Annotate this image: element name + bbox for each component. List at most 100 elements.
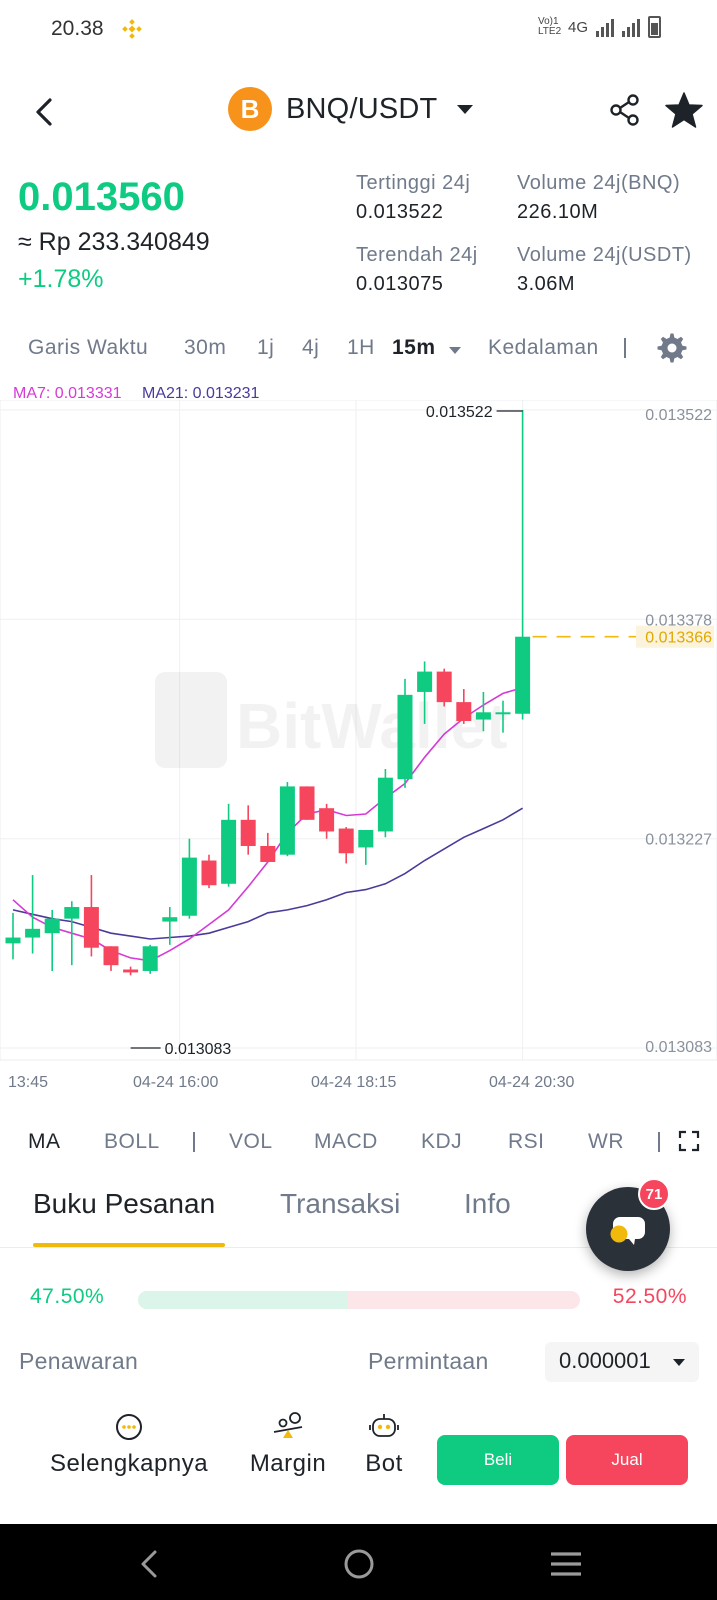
tab-30m[interactable]: 30m: [184, 336, 227, 359]
candle-body: [279, 786, 295, 855]
x-tick-label: 13:45: [8, 1074, 48, 1091]
candle-body: [25, 928, 41, 938]
caret-down-icon[interactable]: [449, 347, 461, 354]
gear-icon[interactable]: [656, 332, 688, 364]
candlestick-chart[interactable]: BitWallet 0.013522 0.013378 0.013227 0.0130…: [0, 400, 717, 1100]
bottom-actions: Selengkapnya Margin Bot Beli Jual: [0, 1410, 717, 1490]
ma21-label: MA21: 0.013231: [141, 385, 260, 402]
status-bar: 20.38 Vo)1 LTE2 4G: [0, 0, 717, 62]
divider: [658, 1132, 660, 1152]
pair-selector[interactable]: B BNQ/USDT: [228, 87, 474, 131]
stat-value: 0.013075: [356, 273, 444, 295]
favorite-star-icon[interactable]: [664, 90, 704, 130]
candle-body: [221, 819, 237, 884]
indicator-macd[interactable]: MACD: [314, 1130, 378, 1153]
sell-button[interactable]: Jual: [566, 1435, 688, 1485]
tab-4j[interactable]: 4j: [302, 336, 320, 359]
signal-icon: [596, 17, 614, 37]
binance-notification-icon: [122, 19, 142, 39]
candle-body: [162, 917, 178, 922]
candle-body: [103, 946, 119, 966]
bot-icon: [369, 1414, 399, 1437]
candle-body: [338, 828, 354, 854]
ma-legend: MA7: 0.013331 MA21: 0.013231: [13, 385, 259, 403]
indicator-kdj[interactable]: KDJ: [421, 1130, 463, 1153]
current-price-box: [636, 625, 714, 648]
indicator-bar: MA BOLL VOL MACD KDJ RSI WR: [0, 1128, 717, 1168]
stat-label: Volume 24j(USDT): [517, 244, 692, 266]
more-icon: [116, 1414, 142, 1440]
coin-logo: B: [228, 87, 272, 131]
tab-transactions[interactable]: Transaksi: [280, 1188, 401, 1219]
candle-body: [456, 702, 472, 722]
pair-name: BNQ/USDT: [286, 92, 438, 125]
stat-value: 0.013522: [356, 201, 444, 223]
high-marker-label: 0.013522: [426, 404, 493, 421]
stat-low: Terendah 24j 0.013075: [356, 244, 478, 296]
fullscreen-icon[interactable]: [678, 1130, 700, 1152]
tab-info[interactable]: Info: [464, 1188, 511, 1219]
nav-recents-icon[interactable]: [546, 1544, 586, 1584]
network-type: 4G: [567, 18, 588, 36]
chart-labels: 0.013522 0.013378 0.013227 0.013083 0.013366…: [8, 404, 714, 1091]
share-icon[interactable]: [607, 92, 643, 128]
bot-button[interactable]: Bot: [358, 1410, 410, 1478]
watermark: BitWallet: [155, 672, 507, 768]
bot-label: Bot: [365, 1450, 403, 1477]
notification-badge: 71: [638, 1178, 670, 1210]
margin-icon: [273, 1412, 303, 1438]
margin-button[interactable]: Margin: [246, 1410, 330, 1478]
nav-back-icon[interactable]: [130, 1544, 170, 1584]
tabs: Buku Pesanan Transaksi Info: [0, 1180, 717, 1248]
precision-value: 0.000001: [559, 1348, 651, 1373]
tab-time-line[interactable]: Garis Waktu: [28, 336, 149, 359]
stat-volume-base: Volume 24j(BNQ) 226.10M: [517, 172, 680, 224]
tab-15m[interactable]: 15m: [392, 336, 436, 359]
chat-icon: [610, 1217, 645, 1245]
tab-order-book[interactable]: Buku Pesanan: [33, 1188, 216, 1219]
stat-value: 3.06M: [517, 273, 576, 295]
nav-home-icon[interactable]: [339, 1544, 379, 1584]
divider: [193, 1132, 195, 1152]
candle-body: [299, 786, 315, 820]
back-arrow-icon[interactable]: [28, 92, 68, 132]
stat-label: Terendah 24j: [356, 244, 478, 266]
precision-select[interactable]: 0.000001: [545, 1342, 699, 1382]
low-marker-label: 0.013083: [165, 1041, 232, 1058]
candle-body: [397, 694, 413, 780]
candle-body: [417, 671, 433, 692]
candle-body: [319, 808, 335, 832]
caret-down-icon: [673, 1359, 685, 1366]
system-nav-bar: [0, 1524, 717, 1600]
sell-ratio: 52.50%: [612, 1285, 687, 1308]
tab-underline: [33, 1243, 225, 1247]
bid-label: Penawaran: [19, 1348, 139, 1374]
tab-1j[interactable]: 1j: [257, 336, 275, 359]
candle-body: [142, 946, 158, 971]
candle-body: [83, 907, 99, 948]
candle-body: [475, 712, 491, 720]
idr-price: ≈ Rp 233.340849: [18, 228, 210, 256]
indicator-wr[interactable]: WR: [588, 1130, 624, 1153]
x-tick-label: 04-24 18:15: [311, 1074, 397, 1091]
last-price: 0.013560: [18, 175, 185, 219]
ask-label: Permintaan: [368, 1348, 489, 1374]
indicator-rsi[interactable]: RSI: [508, 1130, 545, 1153]
buy-sell-ratio: 47.50% 52.50%: [0, 1285, 717, 1315]
buy-ratio: 47.50%: [30, 1285, 105, 1308]
indicator-boll[interactable]: BOLL: [104, 1130, 160, 1153]
candle-body: [5, 937, 21, 944]
candle-body: [358, 830, 374, 848]
more-button[interactable]: Selengkapnya: [44, 1410, 214, 1478]
indicator-ma[interactable]: MA: [28, 1130, 61, 1153]
stat-label: Tertinggi 24j: [356, 172, 471, 194]
indicator-vol[interactable]: VOL: [229, 1130, 273, 1153]
buy-button[interactable]: Beli: [437, 1435, 559, 1485]
candle-body: [495, 712, 511, 715]
stat-volume-quote: Volume 24j(USDT) 3.06M: [517, 244, 692, 296]
order-book-header: Penawaran Permintaan 0.000001: [0, 1342, 717, 1386]
tab-1h[interactable]: 1H: [347, 336, 375, 359]
current-price-label: 0.013366: [645, 630, 712, 647]
tab-depth[interactable]: Kedalaman: [488, 336, 599, 359]
status-time: 20.38: [51, 17, 104, 40]
